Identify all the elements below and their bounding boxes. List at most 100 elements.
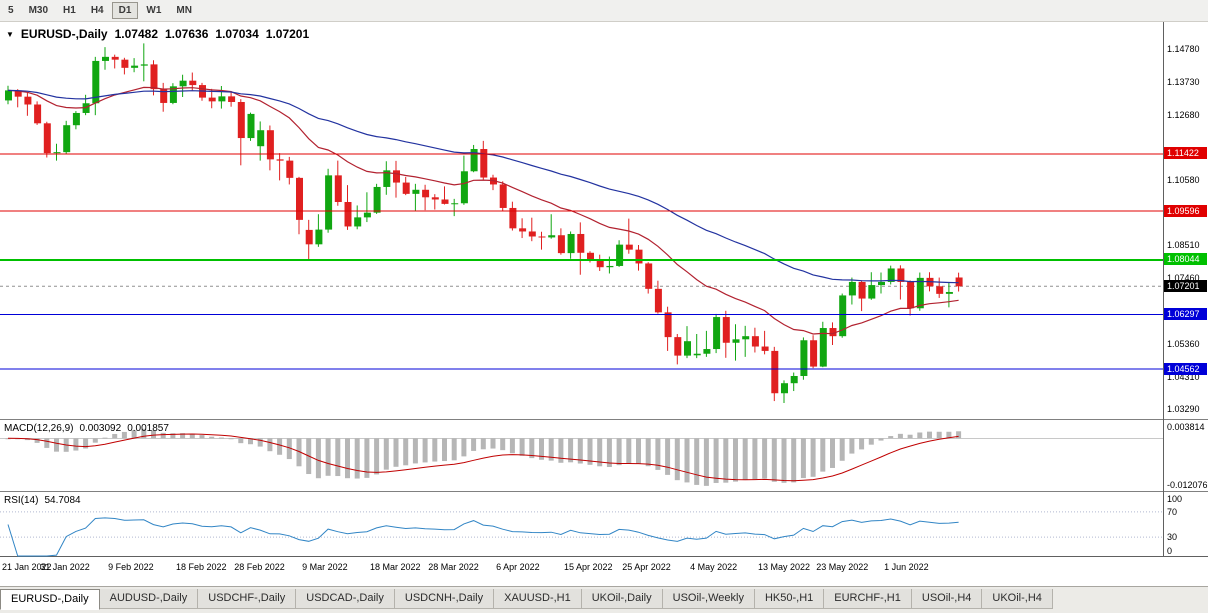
candle [732, 324, 740, 361]
macd-histogram-layer [5, 428, 962, 486]
candle [208, 88, 216, 109]
chart-tab[interactable]: USOil-,Weekly [662, 589, 755, 609]
candle [819, 321, 827, 368]
candle [422, 184, 430, 211]
chart-tab[interactable]: EURUSD-,Daily [0, 589, 100, 610]
hline-price-label: 1.09596 [1164, 204, 1207, 217]
chart-tab[interactable]: USDCHF-,Daily [198, 589, 297, 609]
rsi-axis-label: 30 [1167, 532, 1178, 543]
chart-tab[interactable]: HK50-,H1 [754, 589, 825, 609]
timeframe-button-m30[interactable]: M30 [28, 5, 49, 16]
rsi-name: RSI(14) [4, 495, 39, 506]
candle [470, 144, 478, 173]
chart-canvas[interactable] [0, 0, 1208, 586]
date-label: 6 Apr 2022 [496, 562, 540, 572]
rsi-value: 54.7084 [44, 495, 81, 506]
timeframe-button-mn[interactable]: MN [176, 5, 192, 16]
price-chart-panel[interactable] [0, 23, 1163, 418]
date-label: 15 Apr 2022 [564, 562, 613, 572]
candle [150, 60, 158, 96]
chart-symbol-label: EURUSD-,Daily [20, 27, 108, 41]
chart-tab[interactable]: AUDUSD-,Daily [99, 589, 199, 609]
candle [684, 326, 691, 359]
candle [102, 47, 109, 70]
candle [635, 244, 643, 271]
candle [596, 254, 604, 271]
candle [848, 277, 856, 305]
symbol-dropdown-icon[interactable]: ▼ [6, 29, 14, 39]
candle [945, 281, 953, 308]
date-label: 4 May 2022 [690, 562, 738, 572]
candle [334, 160, 342, 206]
candle [402, 176, 410, 196]
candle [179, 74, 187, 97]
candle [286, 156, 294, 185]
candle [305, 219, 313, 260]
candle [412, 183, 420, 211]
date-label: 28 Feb 2022 [234, 562, 285, 572]
date-label: 25 Apr 2022 [622, 562, 671, 572]
price-tick-label: 1.07460 [1167, 273, 1200, 284]
candle [625, 218, 633, 254]
macd-panel[interactable] [0, 421, 1163, 490]
rsi-axis-label: 0 [1167, 546, 1173, 556]
candle [916, 272, 924, 311]
price-axis: 1.14780 1.13730 1.12680 1.10580 1.08510 1.074… [1163, 0, 1208, 586]
chart-tab[interactable]: XAUUSD-,H1 [494, 589, 582, 609]
candle [325, 168, 333, 233]
macd-name: MACD(12,26,9) [4, 423, 74, 434]
chart-tab[interactable]: USDCAD-,Daily [296, 589, 395, 609]
date-label: 18 Feb 2022 [176, 562, 227, 572]
candle [383, 161, 391, 195]
candle [92, 56, 100, 116]
date-label: 13 May 2022 [758, 562, 811, 572]
candle [63, 120, 71, 155]
timeframe-button-h1[interactable]: H1 [63, 5, 76, 16]
candle [266, 125, 274, 171]
candle [509, 201, 517, 231]
price-tick-label: 1.04310 [1167, 371, 1200, 382]
candle [790, 372, 798, 392]
ohlc-high: 1.07636 [165, 27, 209, 41]
candle [121, 57, 129, 75]
hline-price-label: 1.04562 [1164, 362, 1207, 375]
candle [315, 214, 323, 247]
timeframe-button-h4[interactable]: H4 [90, 5, 104, 16]
timeframe-button-w1[interactable]: W1 [146, 5, 162, 16]
chart-tab[interactable]: UKOil-,Daily [581, 589, 663, 609]
rsi-panel[interactable] [0, 493, 1163, 556]
candle [373, 183, 381, 214]
candle [363, 192, 371, 223]
ohlc-close: 1.07201 [265, 27, 310, 41]
candle [654, 280, 662, 314]
chart-tab[interactable]: USDCNH-,Daily [394, 589, 495, 609]
candle [160, 82, 168, 112]
candle [616, 240, 624, 267]
candle [43, 121, 51, 158]
candle [131, 58, 139, 73]
candle [567, 231, 575, 259]
candle [781, 380, 788, 403]
timeframe-button-d1[interactable]: D1 [111, 2, 139, 19]
candle [441, 186, 449, 205]
candle [577, 222, 585, 275]
chart-title: ▼ EURUSD-,Daily 1.07482 1.07636 1.07034 … [6, 27, 309, 41]
candle [499, 181, 507, 212]
candle [771, 346, 779, 402]
price-tick-label: 1.05360 [1167, 339, 1200, 350]
chart-tab[interactable]: UKOil-,H4 [982, 589, 1053, 609]
candle [354, 205, 362, 230]
candle [664, 306, 672, 351]
candle [169, 83, 177, 105]
candle [24, 92, 32, 116]
chart-tab[interactable]: USOil-,H4 [911, 589, 983, 609]
candle [72, 111, 80, 130]
candle [887, 265, 895, 285]
chart-tabs-bar: EURUSD-,Daily AUDUSD-,Daily USDCHF-,Daily U… [0, 586, 1208, 613]
rsi-axis-label: 70 [1167, 506, 1178, 517]
chart-tab[interactable]: EURCHF-,H1 [824, 589, 912, 609]
price-tick-label: 1.13730 [1167, 76, 1200, 87]
candles-layer [5, 43, 963, 403]
timeframe-button-5[interactable]: 5 [8, 5, 14, 16]
